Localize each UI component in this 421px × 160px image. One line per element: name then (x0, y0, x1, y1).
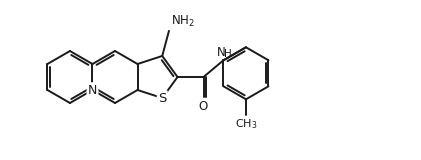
Text: N: N (88, 84, 97, 96)
Text: S: S (158, 92, 166, 104)
Text: H: H (224, 49, 232, 59)
Text: O: O (198, 100, 207, 112)
Text: N: N (217, 46, 226, 59)
Text: CH$_3$: CH$_3$ (235, 117, 257, 131)
Text: NH$_2$: NH$_2$ (171, 14, 195, 29)
